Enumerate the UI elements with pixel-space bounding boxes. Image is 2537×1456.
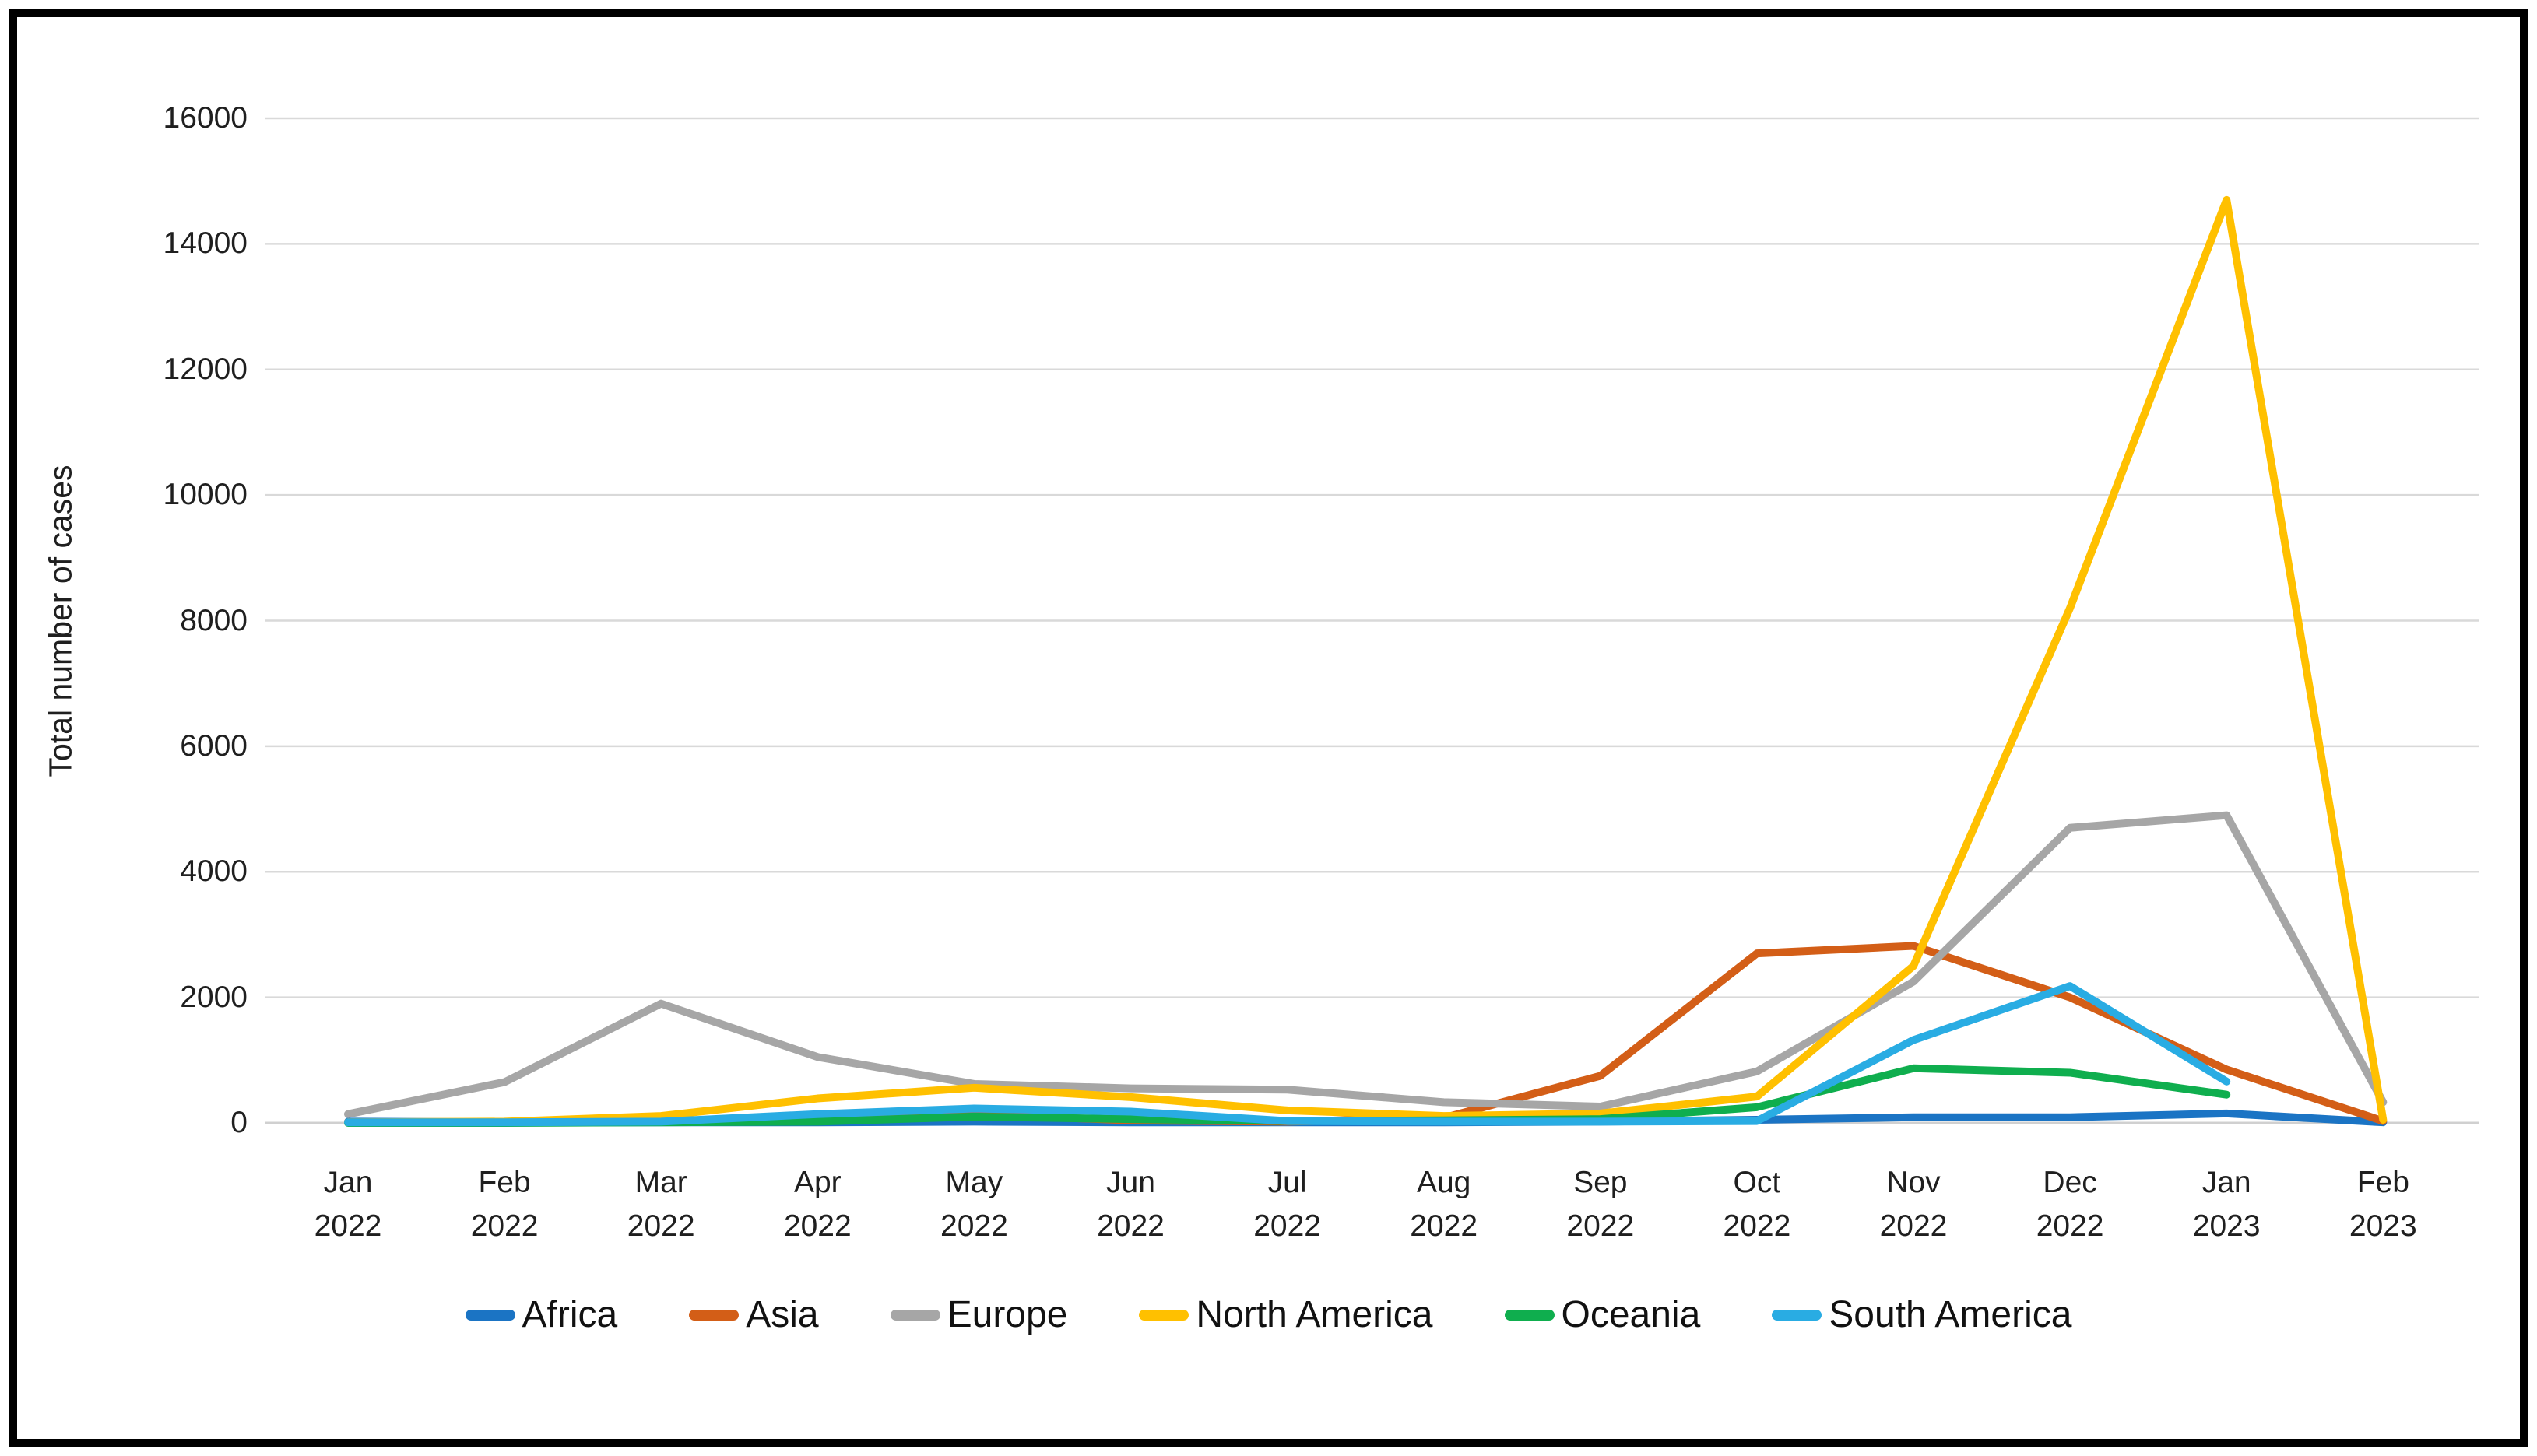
legend-label: Asia: [746, 1294, 819, 1335]
legend-swatch-europe: [890, 1309, 940, 1321]
legend-label: North America: [1196, 1294, 1433, 1335]
legend-item-north-america: North America: [1139, 1293, 1433, 1336]
x-tick-label-jan-2023: Jan 2023: [2192, 1166, 2261, 1243]
legend-label: Oceania: [1561, 1294, 1701, 1335]
legend-swatch-oceania: [1504, 1309, 1555, 1321]
y-tick-label-10000: 10000: [163, 478, 248, 512]
legend-swatch-south-america: [1772, 1309, 1822, 1321]
x-tick-label-jun-2022: Jun 2022: [1097, 1166, 1165, 1243]
legend-item-asia: Asia: [689, 1293, 819, 1336]
x-tick-label-oct-2022: Oct 2022: [1723, 1166, 1791, 1243]
y-tick-label-2000: 2000: [180, 980, 248, 1014]
x-tick-label-feb-2022: Feb 2022: [470, 1166, 539, 1243]
y-tick-label-0: 0: [230, 1106, 248, 1139]
legend-item-africa: Africa: [465, 1293, 618, 1336]
legend-label: South America: [1829, 1294, 2072, 1335]
y-tick-label-12000: 12000: [163, 352, 248, 386]
y-tick-label-6000: 6000: [180, 728, 248, 763]
legend: Africa Asia Europe North America Oceania Sout…: [0, 1293, 2537, 1336]
x-tick-label-jul-2022: Jul 2022: [1253, 1166, 1321, 1243]
legend-item-south-america: South America: [1772, 1293, 2071, 1336]
x-tick-label-jan-2022: Jan 2022: [314, 1166, 382, 1243]
chart-frame: [9, 9, 2528, 1447]
legend-swatch-north-america: [1139, 1309, 1189, 1321]
series-line-north-america: [344, 195, 2388, 1127]
x-tick-label-nov-2022: Nov 2022: [1879, 1166, 1948, 1243]
y-tick-label-4000: 4000: [180, 854, 248, 889]
x-tick-label-mar-2022: Mar 2022: [627, 1166, 695, 1243]
y-axis-title: Total number of cases: [42, 465, 79, 777]
x-tick-label-feb-2023: Feb 2023: [2349, 1166, 2417, 1243]
x-tick-label-may-2022: May 2022: [940, 1166, 1008, 1243]
y-tick-label-14000: 14000: [163, 226, 248, 261]
legend-item-europe: Europe: [890, 1293, 1068, 1336]
x-tick-label-aug-2022: Aug 2022: [1410, 1166, 1478, 1243]
x-tick-label-dec-2022: Dec 2022: [2036, 1166, 2104, 1243]
series-line-south-america: [344, 982, 2231, 1127]
x-tick-label-apr-2022: Apr 2022: [783, 1166, 852, 1243]
legend-swatch-africa: [465, 1309, 515, 1321]
legend-swatch-asia: [689, 1309, 740, 1321]
y-tick-label-8000: 8000: [180, 603, 248, 637]
legend-item-oceania: Oceania: [1504, 1293, 1701, 1336]
x-tick-label-sep-2022: Sep 2022: [1566, 1166, 1635, 1243]
legend-label: Africa: [522, 1294, 618, 1335]
y-tick-label-16000: 16000: [163, 101, 248, 135]
series-line-europe: [344, 811, 2388, 1118]
legend-label: Europe: [947, 1294, 1068, 1335]
